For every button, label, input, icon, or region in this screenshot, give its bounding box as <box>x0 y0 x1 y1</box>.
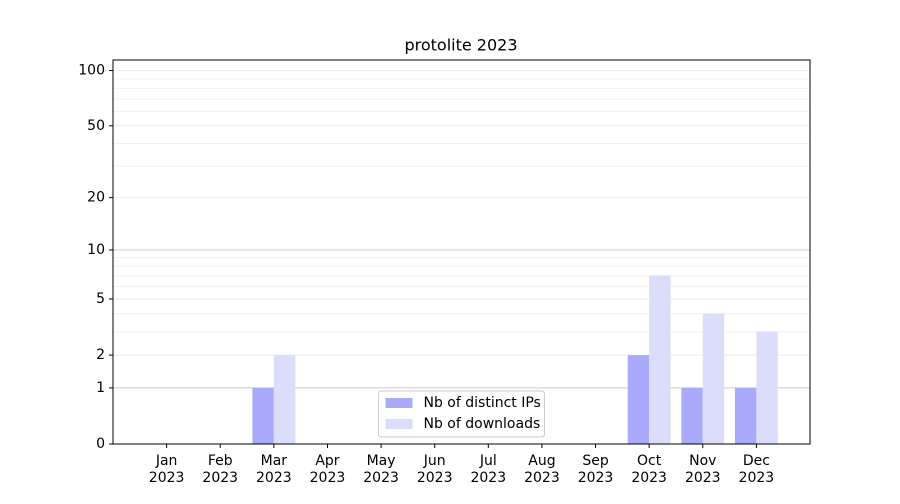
plot-frame <box>112 59 811 445</box>
legend-label: Nb of distinct IPs <box>424 395 541 411</box>
legend-label: Nb of downloads <box>424 416 541 432</box>
y-tick-label: 5 <box>96 291 105 307</box>
bar <box>702 313 725 444</box>
x-tick-label: Mar 2023 <box>256 453 292 486</box>
x-tick-label: Aug 2023 <box>524 453 560 486</box>
x-tick-label: Jun 2023 <box>417 453 453 486</box>
x-tick-label: Jan 2023 <box>149 453 185 486</box>
x-tick-label: Apr 2023 <box>310 453 346 486</box>
y-tick-label: 50 <box>87 118 105 134</box>
x-tick-label: Nov 2023 <box>685 453 721 486</box>
bar <box>252 387 274 444</box>
bar <box>734 387 757 444</box>
x-tick-label: Jul 2023 <box>470 453 506 486</box>
legend: Nb of distinct IPs Nb of downloads <box>378 390 545 438</box>
y-tick-label: 1 <box>96 380 105 396</box>
chart-title: protolite 2023 <box>404 36 517 55</box>
y-tick-label: 20 <box>87 190 105 206</box>
bar <box>756 331 778 444</box>
x-tick-label: Oct 2023 <box>631 453 667 486</box>
x-tick-label: Sep 2023 <box>578 453 614 486</box>
y-tick-label: 100 <box>78 63 105 79</box>
y-tick-label: 0 <box>96 436 105 452</box>
y-tick-label: 10 <box>87 242 105 258</box>
bar <box>681 387 703 444</box>
x-tick-label: Feb 2023 <box>202 453 238 486</box>
legend-swatch <box>385 419 413 429</box>
bar <box>273 355 296 444</box>
legend-box <box>378 390 545 438</box>
y-tick-label: 2 <box>96 347 105 363</box>
bar <box>649 275 671 444</box>
bar <box>627 355 650 444</box>
legend-swatch <box>385 398 413 408</box>
x-tick-label: May 2023 <box>363 453 399 486</box>
x-tick-label: Dec 2023 <box>739 453 775 486</box>
